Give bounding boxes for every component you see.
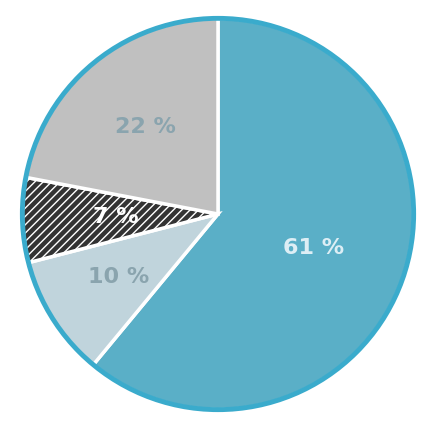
- Text: 22 %: 22 %: [115, 116, 176, 137]
- Text: 10 %: 10 %: [88, 267, 150, 287]
- Wedge shape: [28, 214, 218, 365]
- Text: 61 %: 61 %: [283, 238, 344, 259]
- Wedge shape: [22, 177, 218, 263]
- Wedge shape: [26, 18, 218, 214]
- Text: 7 %: 7 %: [93, 207, 139, 227]
- Wedge shape: [93, 18, 414, 410]
